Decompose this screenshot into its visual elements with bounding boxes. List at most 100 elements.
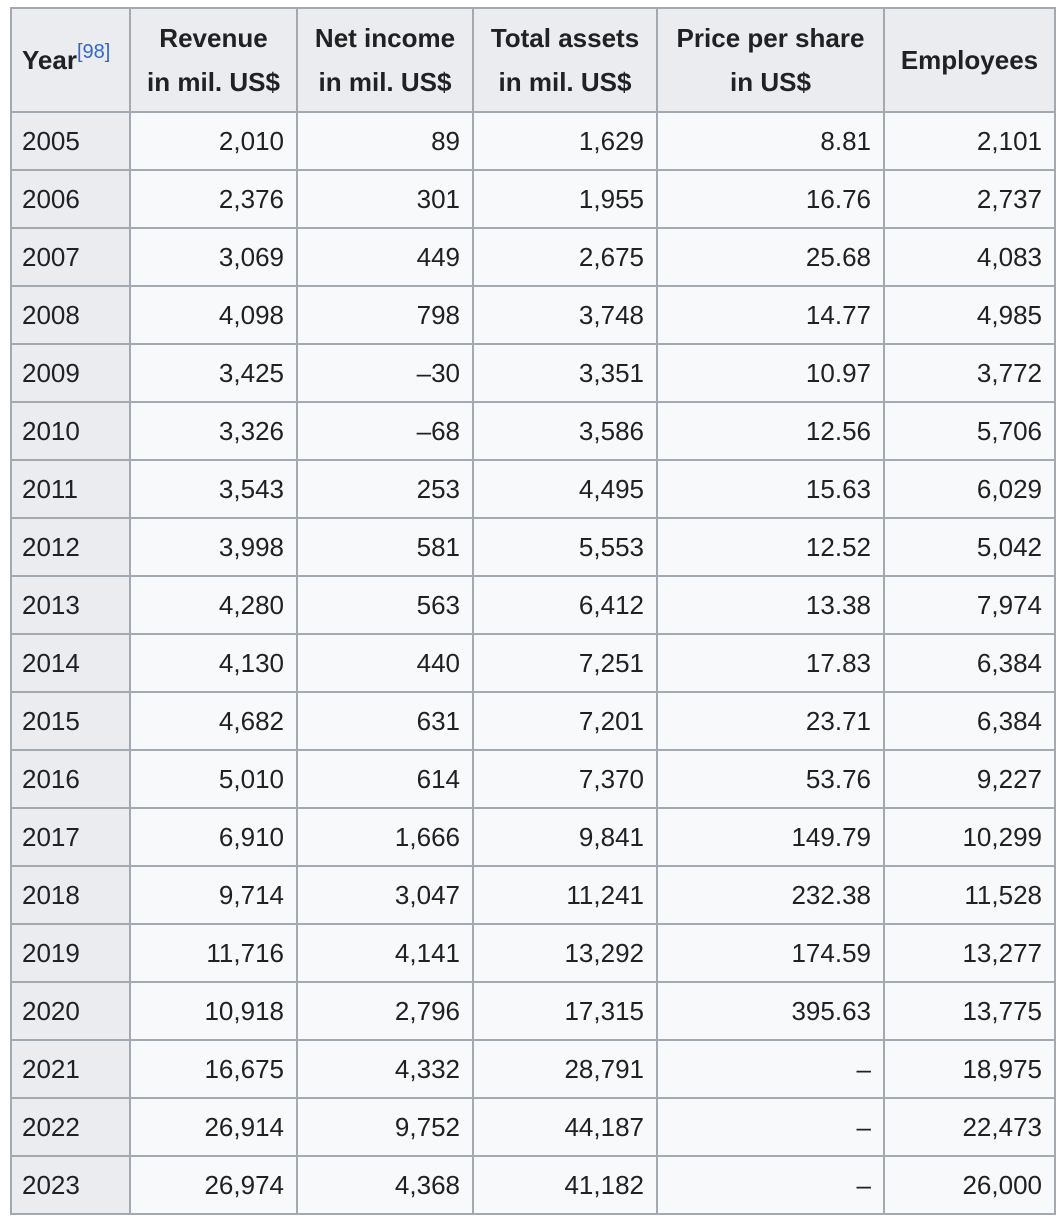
cell-revenue: 11,716	[129, 923, 298, 983]
cell-employees: 9,227	[883, 749, 1056, 809]
cell-price-per-share: –	[656, 1097, 885, 1157]
cell-price-per-share: 174.59	[656, 923, 885, 983]
header-net-income-unit: in mil. US$	[318, 67, 452, 97]
cell-revenue: 3,326	[129, 401, 298, 461]
cell-revenue: 3,543	[129, 459, 298, 519]
cell-price-per-share: 8.81	[656, 111, 885, 171]
cell-year: 2011	[10, 459, 131, 519]
cell-employees: 4,083	[883, 227, 1056, 287]
cell-net-income: 3,047	[296, 865, 474, 925]
header-revenue-unit: in mil. US$	[147, 67, 280, 97]
cell-price-per-share: 12.52	[656, 517, 885, 577]
cell-employees: 5,706	[883, 401, 1056, 461]
cell-revenue: 9,714	[129, 865, 298, 925]
cell-net-income: 4,332	[296, 1039, 474, 1099]
table-row: 2011 3,543 253 4,495 15.63 6,029	[10, 459, 1056, 519]
table-row: 2008 4,098 798 3,748 14.77 4,985	[10, 285, 1056, 345]
cell-employees: 26,000	[883, 1155, 1056, 1215]
cell-total-assets: 17,315	[472, 981, 658, 1041]
cell-total-assets: 1,955	[472, 169, 658, 229]
cell-price-per-share: 14.77	[656, 285, 885, 345]
table-row: 2007 3,069 449 2,675 25.68 4,083	[10, 227, 1056, 287]
cell-price-per-share: 13.38	[656, 575, 885, 635]
reference-link-98[interactable]: [98]	[76, 41, 111, 64]
cell-employees: 6,384	[883, 691, 1056, 751]
cell-total-assets: 9,841	[472, 807, 658, 867]
cell-net-income: 9,752	[296, 1097, 474, 1157]
table-row: 2009 3,425 –30 3,351 10.97 3,772	[10, 343, 1056, 403]
header-revenue-title: Revenue	[159, 23, 268, 53]
cell-total-assets: 3,748	[472, 285, 658, 345]
cell-price-per-share: 23.71	[656, 691, 885, 751]
cell-net-income: 614	[296, 749, 474, 809]
header-year-label: Year	[22, 45, 77, 75]
cell-year: 2015	[10, 691, 131, 751]
table-row: 2012 3,998 581 5,553 12.52 5,042	[10, 517, 1056, 577]
header-price-per-share: Price per share in US$	[656, 7, 885, 113]
header-revenue: Revenue in mil. US$	[129, 7, 298, 113]
cell-year: 2016	[10, 749, 131, 809]
cell-total-assets: 44,187	[472, 1097, 658, 1157]
cell-employees: 4,985	[883, 285, 1056, 345]
header-price-title: Price per share	[676, 23, 865, 53]
cell-net-income: 2,796	[296, 981, 474, 1041]
cell-total-assets: 7,201	[472, 691, 658, 751]
table-row: 2014 4,130 440 7,251 17.83 6,384	[10, 633, 1056, 693]
cell-price-per-share: 232.38	[656, 865, 885, 925]
cell-revenue: 3,069	[129, 227, 298, 287]
cell-total-assets: 6,412	[472, 575, 658, 635]
table-row: 2021 16,675 4,332 28,791–18,975	[10, 1039, 1056, 1099]
table-row: 2019 11,716 4,141 13,292 174.59 13,277	[10, 923, 1056, 983]
cell-employees: 3,772	[883, 343, 1056, 403]
cell-year: 2013	[10, 575, 131, 635]
cell-revenue: 26,974	[129, 1155, 298, 1215]
financial-data-table: Year[98] Revenue in mil. US$ Net income …	[10, 7, 1056, 1215]
cell-employees: 13,775	[883, 981, 1056, 1041]
cell-year: 2019	[10, 923, 131, 983]
header-net-income: Net income in mil. US$	[296, 7, 474, 113]
cell-price-per-share: 149.79	[656, 807, 885, 867]
cell-net-income: 301	[296, 169, 474, 229]
table-row: 2016 5,010 614 7,370 53.76 9,227	[10, 749, 1056, 809]
table-body: 2005 2,010 89 1,629 8.81 2,101 2006 2,376 301 1,9…	[10, 111, 1056, 1215]
cell-total-assets: 4,495	[472, 459, 658, 519]
table-row: 2015 4,682 631 7,201 23.71 6,384	[10, 691, 1056, 751]
cell-employees: 6,029	[883, 459, 1056, 519]
cell-price-per-share: 15.63	[656, 459, 885, 519]
cell-price-per-share: 53.76	[656, 749, 885, 809]
cell-net-income: 4,368	[296, 1155, 474, 1215]
header-employees: Employees	[883, 7, 1056, 113]
cell-total-assets: 41,182	[472, 1155, 658, 1215]
cell-year: 2005	[10, 111, 131, 171]
header-total-assets-title: Total assets	[490, 23, 640, 53]
header-total-assets: Total assets in mil. US$	[472, 7, 658, 113]
cell-price-per-share: 10.97	[656, 343, 885, 403]
cell-year: 2009	[10, 343, 131, 403]
table-row: 2013 4,280 563 6,412 13.38 7,974	[10, 575, 1056, 635]
table-row: 2023 26,974 4,368 41,182–26,000	[10, 1155, 1056, 1215]
table-row: 2022 26,914 9,752 44,187–22,473	[10, 1097, 1056, 1157]
cell-revenue: 4,130	[129, 633, 298, 693]
cell-price-per-share: 17.83	[656, 633, 885, 693]
cell-net-income: 631	[296, 691, 474, 751]
cell-total-assets: 7,370	[472, 749, 658, 809]
cell-revenue: 26,914	[129, 1097, 298, 1157]
cell-total-assets: 13,292	[472, 923, 658, 983]
cell-year: 2010	[10, 401, 131, 461]
cell-total-assets: 28,791	[472, 1039, 658, 1099]
cell-year: 2014	[10, 633, 131, 693]
cell-price-per-share: 16.76	[656, 169, 885, 229]
cell-total-assets: 2,675	[472, 227, 658, 287]
cell-total-assets: 5,553	[472, 517, 658, 577]
cell-year: 2012	[10, 517, 131, 577]
cell-revenue: 4,280	[129, 575, 298, 635]
cell-employees: 2,737	[883, 169, 1056, 229]
cell-employees: 22,473	[883, 1097, 1056, 1157]
cell-year: 2006	[10, 169, 131, 229]
cell-revenue: 2,010	[129, 111, 298, 171]
cell-year: 2007	[10, 227, 131, 287]
cell-revenue: 4,682	[129, 691, 298, 751]
cell-employees: 18,975	[883, 1039, 1056, 1099]
cell-net-income: 440	[296, 633, 474, 693]
cell-net-income: 449	[296, 227, 474, 287]
